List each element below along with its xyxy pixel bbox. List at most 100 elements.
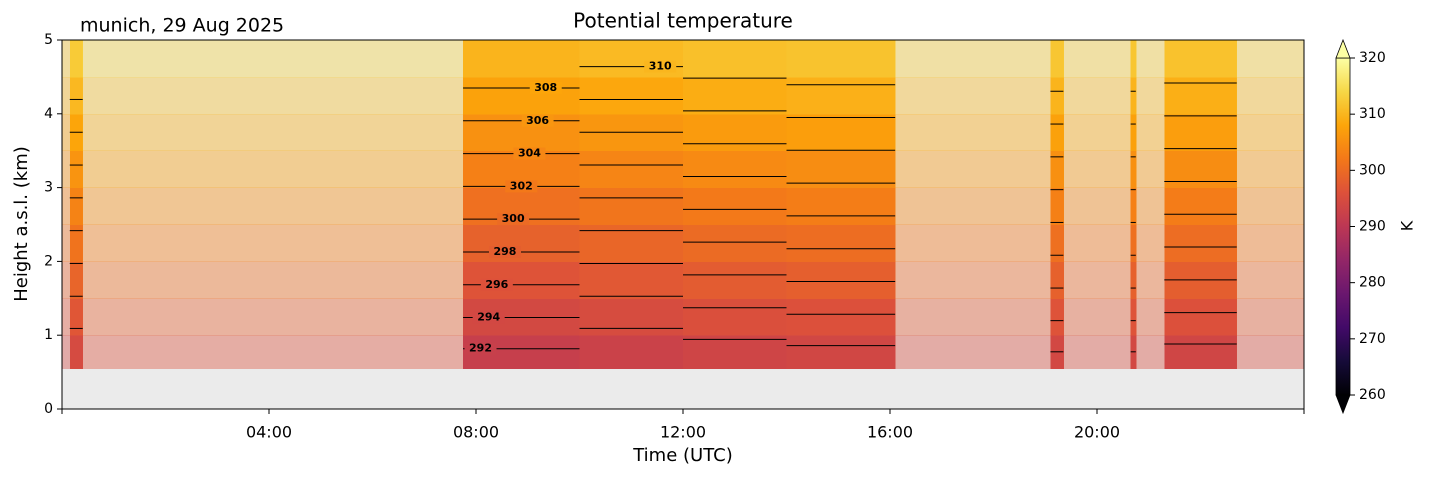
contour-cell (463, 113, 580, 152)
contour-cell (1164, 113, 1238, 152)
contour-cell (786, 224, 896, 262)
contour-cell (683, 298, 787, 336)
contour-cell (69, 40, 84, 78)
contour-cell (683, 76, 787, 115)
contour-cell (1050, 76, 1064, 115)
contour-cell (1135, 335, 1165, 369)
colorbar-tick-label: 280 (1359, 275, 1386, 291)
contour-cell (683, 40, 787, 78)
contour-cell (69, 224, 84, 262)
contour-cell (1063, 76, 1132, 115)
contour-cell (1063, 40, 1132, 78)
contour-cell (1236, 76, 1305, 115)
contour-label: 300 (502, 212, 525, 225)
contour-cell (69, 187, 84, 225)
colorbar-tick-label: 290 (1359, 219, 1386, 235)
contour-cell (1135, 224, 1165, 262)
contour-cell (82, 76, 464, 115)
contour-cell (1130, 40, 1137, 78)
contour-cell (1164, 298, 1238, 336)
contour-label: 298 (493, 245, 516, 258)
contour-cell (69, 298, 84, 336)
contour-cell (69, 335, 84, 369)
colorbar-tick-label: 320 (1359, 50, 1386, 66)
x-tick-label: 08:00 (453, 423, 499, 442)
contour-cell (1236, 187, 1305, 225)
contour-cell (62, 224, 71, 262)
contour-cell (786, 150, 896, 189)
contour-cell (82, 40, 464, 78)
contour-cell (1236, 261, 1305, 299)
x-tick-label: 16:00 (867, 423, 913, 442)
contour-cell (1236, 335, 1305, 369)
contour-cell (1164, 335, 1238, 369)
contour-label-bg (480, 278, 513, 291)
contour-cell (1050, 224, 1064, 262)
contour-cell (463, 76, 580, 115)
contour-cell (1130, 113, 1137, 152)
contour-cell (1135, 150, 1165, 189)
chart-title: Potential temperature (573, 9, 793, 33)
x-tick-label: 20:00 (1074, 423, 1120, 442)
contour-cell (1135, 261, 1165, 299)
contour-cell (62, 335, 71, 369)
contour-cell (463, 261, 580, 299)
contour-cell (463, 40, 580, 78)
contour-cell (1063, 113, 1132, 152)
colorbar-tick-label: 260 (1359, 387, 1386, 403)
contour-cell (786, 261, 896, 299)
contour-cell (1236, 150, 1305, 189)
contour-cell (69, 261, 84, 299)
contour-label: 302 (510, 179, 533, 192)
contour-cell (1050, 150, 1064, 189)
colorbar-label: K (1398, 220, 1417, 231)
contour-label-bg (505, 180, 538, 193)
y-tick-label: 1 (44, 327, 53, 343)
contour-cell (1236, 224, 1305, 262)
contour-cell (683, 150, 787, 189)
contour-cell (1050, 261, 1064, 299)
contour-cell (62, 113, 71, 152)
contour-cell (683, 261, 787, 299)
contour-cell (69, 150, 84, 189)
contour-cell (786, 335, 896, 369)
contour-cell (1135, 298, 1165, 336)
contour-label: 292 (469, 342, 492, 355)
y-tick-label: 5 (44, 32, 53, 48)
colorbar-extend-bottom (1335, 394, 1351, 415)
contour-cell (1063, 150, 1132, 189)
contour-cell (1135, 76, 1165, 115)
contour-cell (1135, 40, 1165, 78)
contour-cell (895, 187, 1051, 225)
contour-cell (683, 335, 787, 369)
contour-cell (895, 76, 1051, 115)
contour-cell (82, 150, 464, 189)
contour-cell (1130, 150, 1137, 189)
contour-cell (1164, 40, 1238, 78)
contour-cell (62, 187, 71, 225)
plot-area: 292 294 296 298 300 302 304 306 308 310 (61, 39, 1305, 410)
contour-cell (62, 76, 71, 115)
contour-cell (1236, 40, 1305, 78)
contour-cell (1063, 335, 1132, 369)
contour-cell (579, 187, 684, 225)
colorbar-tick-label: 300 (1359, 162, 1386, 178)
contour-cell (82, 261, 464, 299)
contour-label-bg (488, 245, 521, 258)
contour-cell (1050, 187, 1064, 225)
contour-cell (1236, 113, 1305, 152)
contour-cell (82, 113, 464, 152)
contour-cell (1063, 298, 1132, 336)
contour-cell (579, 261, 684, 299)
contour-cell (895, 113, 1051, 152)
contour-cell (1063, 224, 1132, 262)
contour-cell (69, 76, 84, 115)
contour-cell (82, 335, 464, 369)
contour-cell (579, 335, 684, 369)
colorbar-extend-top (1335, 38, 1351, 59)
y-axis-label: Height a.s.l. (km) (11, 146, 32, 302)
contour-cell (786, 298, 896, 336)
y-tick-label: 0 (44, 401, 53, 417)
contour-cell (579, 224, 684, 262)
